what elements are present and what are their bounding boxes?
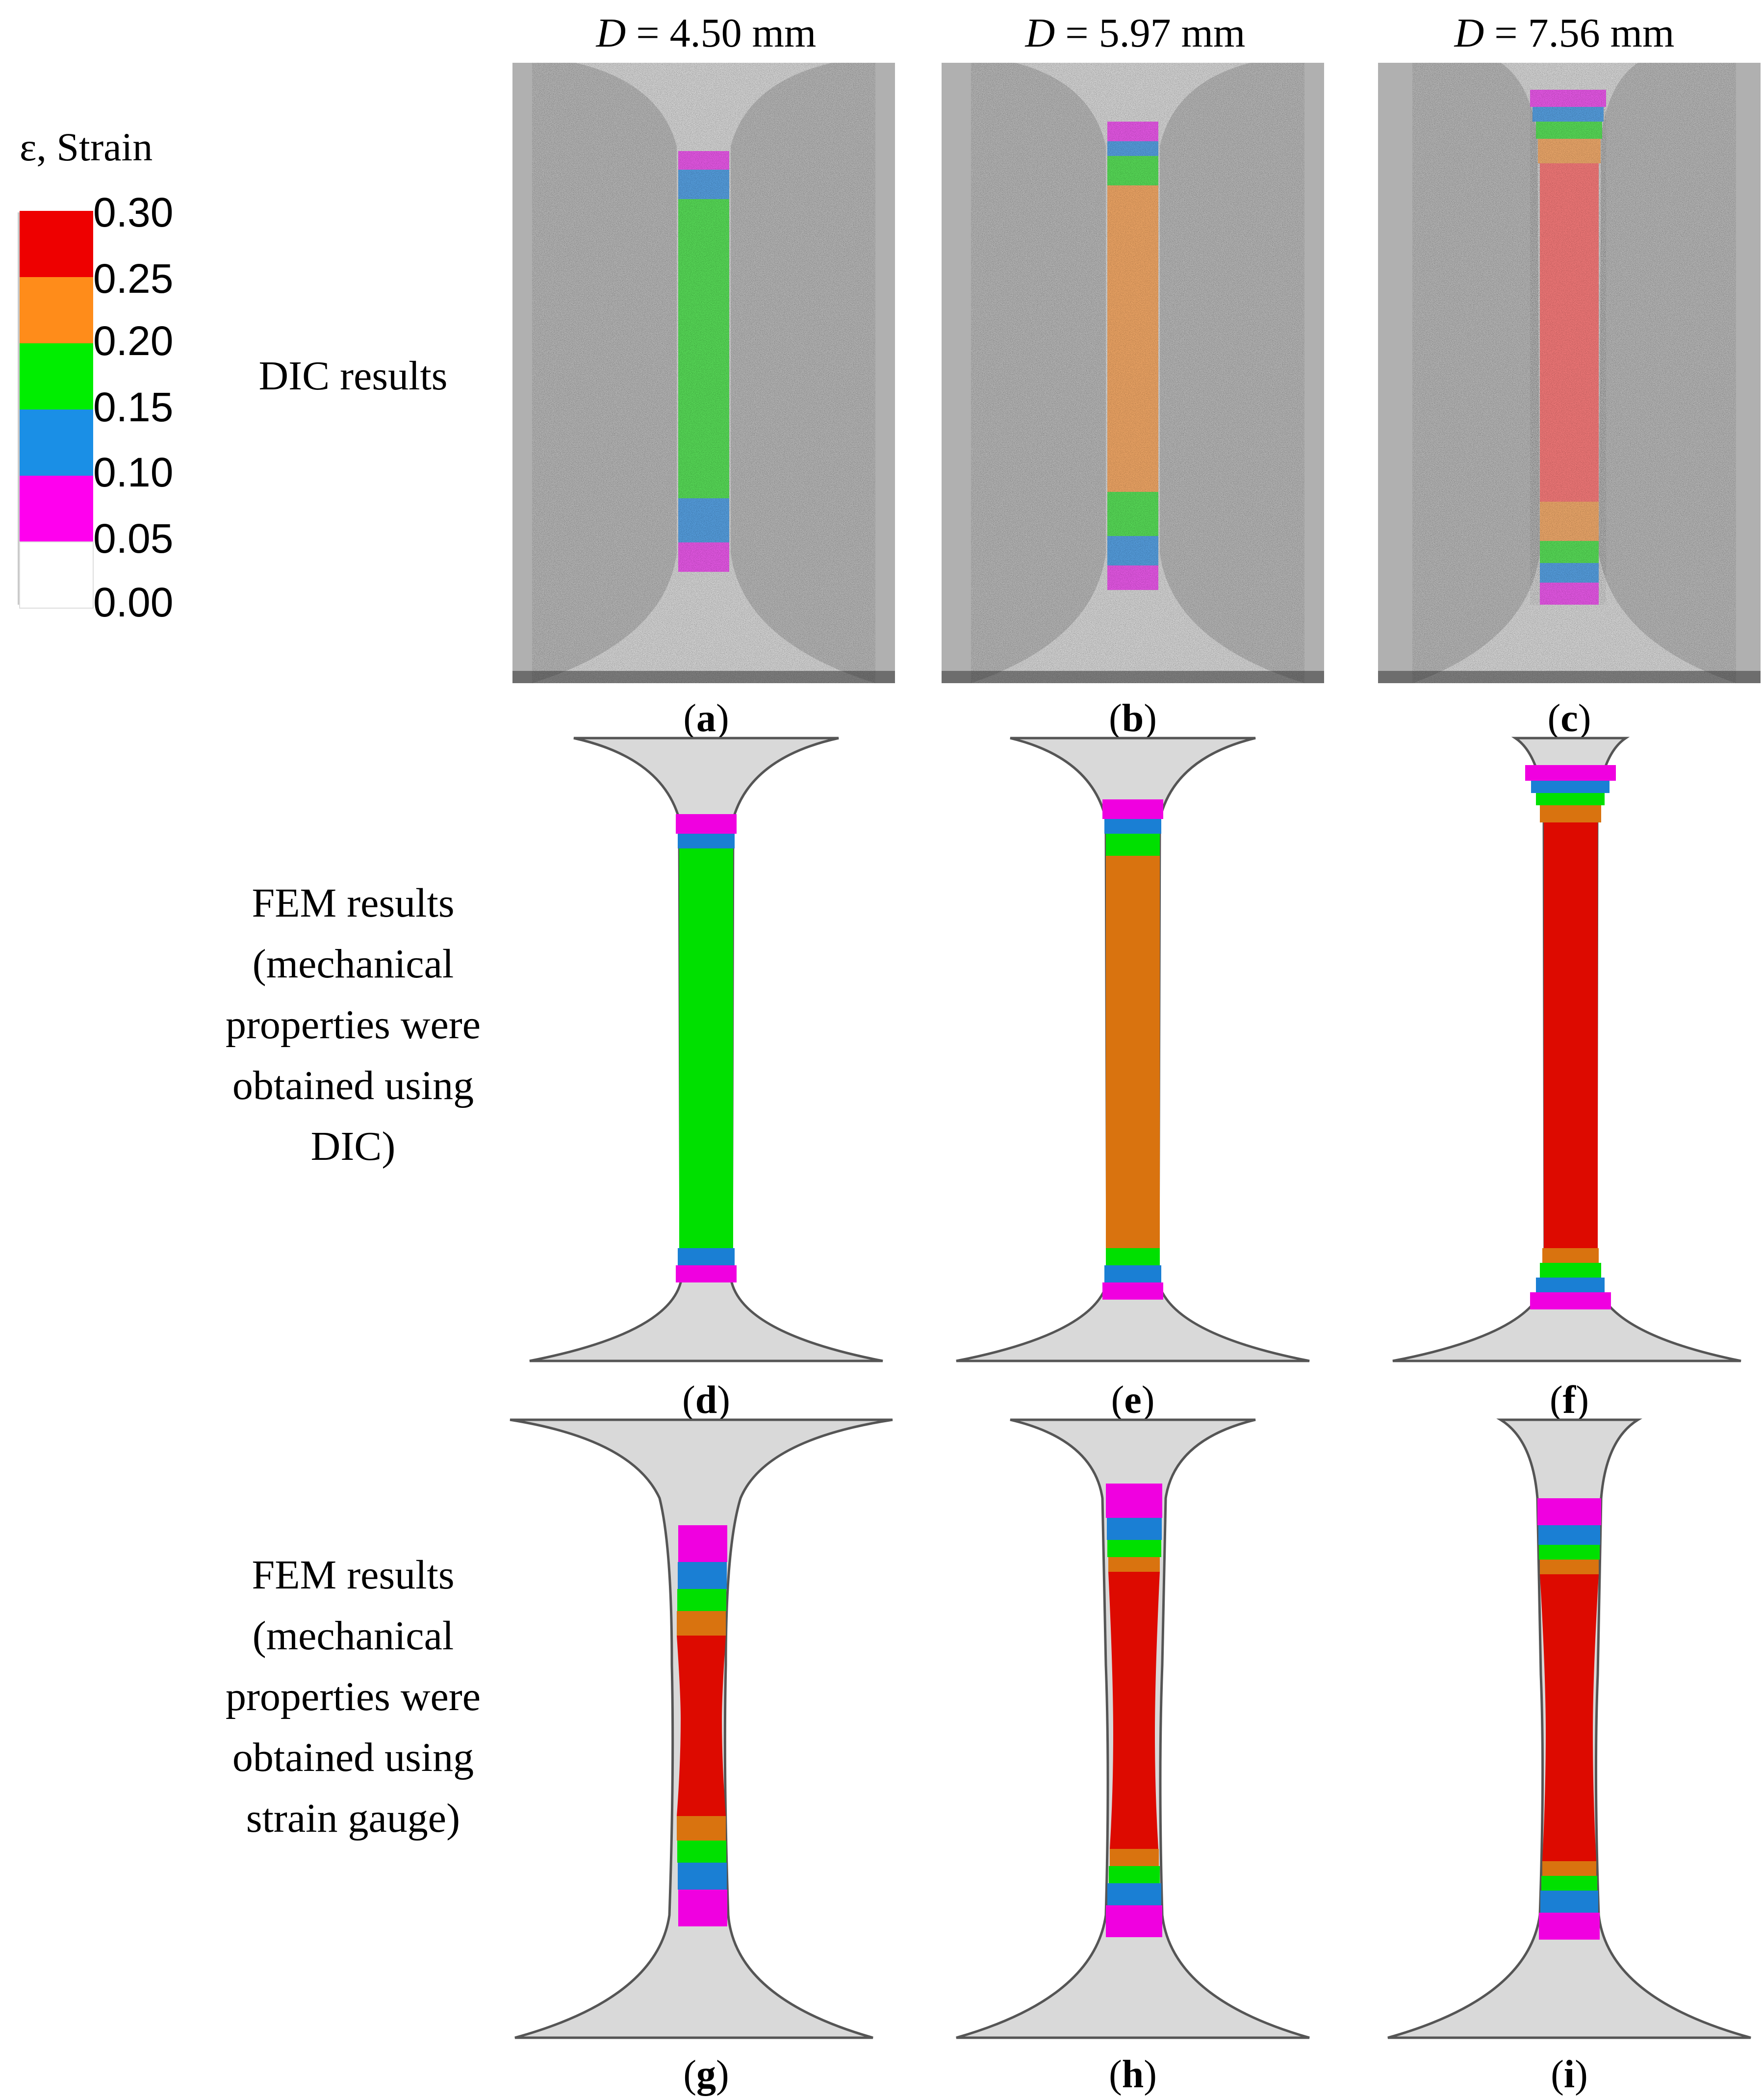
legend-title: ε, Strain: [20, 125, 153, 169]
column-title-1: D = 4.50 mm: [596, 10, 817, 56]
colorbar-band-0.05-0.10: [20, 476, 93, 542]
panel-a-dic-image: [512, 63, 895, 683]
panel-label-c: (c): [1547, 697, 1591, 740]
legend-tick: 0.30: [93, 189, 174, 235]
legend-tick: 0.05: [93, 515, 174, 562]
panel-d-fem-specimen: [529, 737, 883, 1362]
panel-g-fem-specimen: [510, 1418, 893, 2039]
panel-f-fem-specimen: [1392, 737, 1741, 1362]
panel-i-fem-specimen: [1387, 1418, 1751, 2039]
panel-label-f: (f): [1550, 1379, 1589, 1422]
colorbar-band-0.25-0.30: [20, 211, 93, 277]
panel-h-fem-specimen: [956, 1418, 1310, 2039]
colorbar-band-0.15-0.20: [20, 343, 93, 410]
panel-c-dic-image: [1378, 63, 1761, 683]
panel-b-dic-image: [942, 63, 1324, 683]
colorbar-band-0.10-0.15: [20, 410, 93, 476]
legend-tick: 0.15: [93, 384, 174, 430]
column-title-3: D = 7.56 mm: [1454, 10, 1675, 56]
colorbar-band-0.00-0.05: [19, 541, 94, 609]
panel-label-e: (e): [1111, 1379, 1155, 1422]
legend-tick: 0.10: [93, 449, 174, 495]
panel-label-a: (a): [683, 697, 729, 740]
row-label-fem-dic: FEM results (mechanical properties were …: [225, 880, 481, 1169]
legend-tick: 0.00: [93, 579, 174, 625]
panel-label-b: (b): [1109, 697, 1157, 740]
panel-label-h: (h): [1109, 2053, 1157, 2096]
row-label-fem-strain-gauge: FEM results (mechanical properties were …: [225, 1552, 481, 1841]
panel-label-d: (d): [682, 1379, 730, 1422]
legend-tick: 0.20: [93, 318, 174, 364]
colorbar-band-0.20-0.25: [20, 277, 93, 343]
column-title-2: D = 5.97 mm: [1025, 10, 1246, 56]
panel-label-g: (g): [683, 2053, 729, 2096]
panel-label-i: (i): [1551, 2053, 1588, 2096]
panel-e-fem-specimen: [956, 737, 1310, 1362]
strain-colorbar: [18, 211, 94, 609]
legend-tick: 0.25: [93, 256, 174, 302]
row-label-dic: DIC results: [258, 353, 448, 399]
